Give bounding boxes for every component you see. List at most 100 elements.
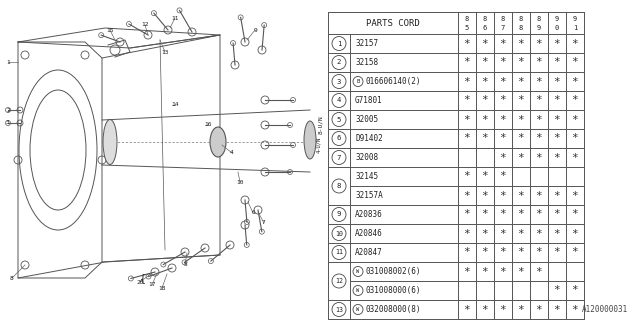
Text: 2: 2 <box>6 108 10 113</box>
Text: *: * <box>518 38 524 49</box>
Bar <box>548 148 566 167</box>
Bar <box>566 300 584 319</box>
Text: *: * <box>500 172 506 181</box>
Bar <box>512 243 530 262</box>
Bar <box>494 300 512 319</box>
Bar <box>548 91 566 110</box>
Ellipse shape <box>210 127 226 157</box>
Bar <box>548 281 566 300</box>
Text: *: * <box>500 76 506 86</box>
Text: *: * <box>554 115 561 124</box>
Bar <box>548 243 566 262</box>
Text: *: * <box>518 247 524 258</box>
Bar <box>476 186 494 205</box>
Text: *: * <box>463 172 470 181</box>
Text: *: * <box>518 153 524 163</box>
Bar <box>458 224 476 243</box>
Bar <box>530 34 548 53</box>
Bar <box>328 53 350 72</box>
Text: *: * <box>500 267 506 276</box>
Text: A20847: A20847 <box>355 248 383 257</box>
Bar <box>548 224 566 243</box>
Text: *: * <box>500 133 506 143</box>
Text: *: * <box>554 228 561 238</box>
Text: 11: 11 <box>335 250 343 255</box>
Text: B: B <box>356 79 360 84</box>
Text: *: * <box>500 305 506 315</box>
Text: 3: 3 <box>6 121 10 125</box>
Text: *: * <box>518 210 524 220</box>
Bar <box>566 34 584 53</box>
Bar <box>350 53 458 72</box>
Text: 3: 3 <box>337 78 341 84</box>
Bar <box>530 53 548 72</box>
Text: 1: 1 <box>337 41 341 46</box>
Text: 12: 12 <box>141 22 148 28</box>
Text: 5: 5 <box>183 262 187 268</box>
Text: *: * <box>518 58 524 68</box>
Bar <box>328 12 458 34</box>
Bar <box>548 12 566 34</box>
Text: PARTS CORD: PARTS CORD <box>366 19 420 28</box>
Text: 9: 9 <box>337 212 341 218</box>
Text: *: * <box>482 305 488 315</box>
Text: *: * <box>500 210 506 220</box>
Bar <box>476 53 494 72</box>
Text: A20846: A20846 <box>355 229 383 238</box>
Text: *: * <box>554 285 561 295</box>
Text: *: * <box>572 76 579 86</box>
Text: 9: 9 <box>537 25 541 31</box>
Text: *: * <box>482 210 488 220</box>
Text: *: * <box>572 133 579 143</box>
Text: *: * <box>463 115 470 124</box>
Bar <box>512 186 530 205</box>
Bar <box>350 129 458 148</box>
Text: *: * <box>536 305 542 315</box>
Text: *: * <box>463 38 470 49</box>
Bar <box>350 281 458 300</box>
Bar <box>548 53 566 72</box>
Bar <box>512 300 530 319</box>
Text: *: * <box>536 95 542 106</box>
Bar <box>328 12 584 319</box>
Bar <box>548 72 566 91</box>
Text: 17: 17 <box>148 283 156 287</box>
Text: *: * <box>518 305 524 315</box>
Text: 14: 14 <box>172 102 179 108</box>
Text: 9: 9 <box>555 16 559 22</box>
Text: 15: 15 <box>106 28 114 33</box>
Text: *: * <box>536 38 542 49</box>
Bar <box>530 243 548 262</box>
Text: *: * <box>554 153 561 163</box>
Text: *: * <box>518 228 524 238</box>
Text: *: * <box>572 58 579 68</box>
Bar <box>494 72 512 91</box>
Bar <box>328 300 350 319</box>
Bar <box>512 12 530 34</box>
Bar <box>512 262 530 281</box>
Text: *: * <box>482 133 488 143</box>
Text: 10: 10 <box>335 230 343 236</box>
Text: *: * <box>554 58 561 68</box>
Bar <box>494 205 512 224</box>
Text: *: * <box>554 247 561 258</box>
Bar <box>494 281 512 300</box>
Bar <box>476 224 494 243</box>
Text: 8: 8 <box>519 25 523 31</box>
Text: 13: 13 <box>161 50 169 54</box>
Text: *: * <box>482 267 488 276</box>
Text: *: * <box>518 190 524 201</box>
Bar <box>530 91 548 110</box>
Bar <box>566 53 584 72</box>
Bar <box>512 167 530 186</box>
Text: 016606140(2): 016606140(2) <box>366 77 422 86</box>
Text: *: * <box>536 133 542 143</box>
Text: *: * <box>536 267 542 276</box>
Text: 11: 11 <box>172 15 179 20</box>
Bar <box>328 205 350 224</box>
Text: 7: 7 <box>337 155 341 161</box>
Bar <box>476 281 494 300</box>
Bar <box>458 205 476 224</box>
Text: *: * <box>500 228 506 238</box>
Text: 32145: 32145 <box>355 172 378 181</box>
